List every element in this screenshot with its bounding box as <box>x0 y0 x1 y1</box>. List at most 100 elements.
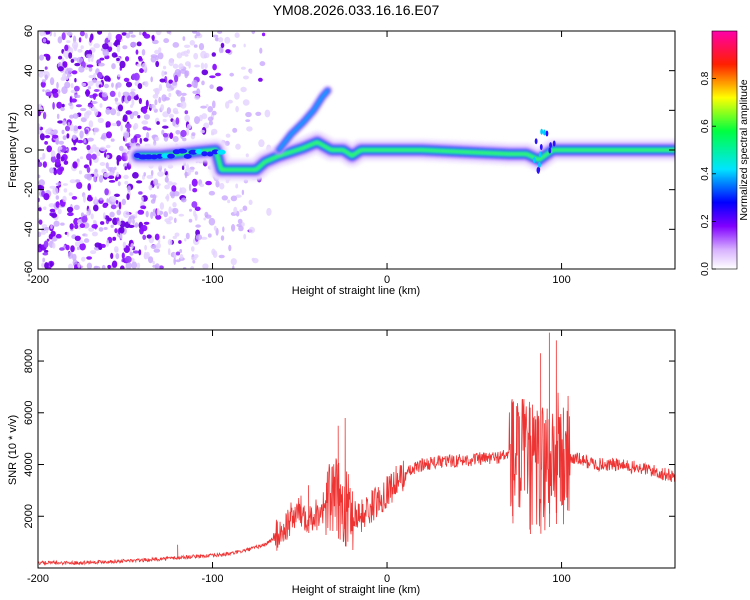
spectrogram-speckle <box>192 90 199 95</box>
spectrogram-speckle <box>140 205 147 209</box>
spectrogram-speckle <box>202 263 209 269</box>
spectrogram-speckle <box>52 187 59 195</box>
spectrogram-speckle <box>71 70 78 75</box>
spectrogram-speckle <box>251 31 256 35</box>
spectrogram-speckle <box>110 108 117 116</box>
spectrogram-speckle <box>242 205 248 212</box>
spectrogram-speckle <box>204 52 210 59</box>
spectrogram-speckle <box>89 36 92 43</box>
spectrogram-speckle <box>186 123 192 129</box>
spectrogram-speckle <box>259 47 263 54</box>
spectrogram-speckle <box>145 210 149 218</box>
spectrogram-speckle <box>91 224 98 229</box>
spectrogram-speckle <box>191 246 195 252</box>
spectrogram-speckle <box>49 77 55 86</box>
spectrogram-speckle <box>200 62 205 70</box>
spectrogram-speckle <box>162 132 169 138</box>
spectrogram-speckle <box>136 63 141 67</box>
spectrogram-speckle <box>78 37 82 43</box>
spectrogram-speckle <box>232 44 237 48</box>
spectrogram-speckle <box>84 129 89 135</box>
spectrogram-speckle <box>208 217 216 226</box>
spectrogram-speckle <box>179 187 187 194</box>
spectrogram-speckle <box>62 195 67 203</box>
spectrogram-speckle <box>61 103 65 108</box>
spectrogram-speckle <box>80 117 87 123</box>
spectrogram-speckle <box>130 243 134 250</box>
spectrogram-speckle <box>71 147 74 151</box>
spectrogram-speckle <box>139 68 144 74</box>
spectrogram-speckle <box>79 31 85 37</box>
spectrogram-speckle <box>162 118 167 123</box>
spectrogram-speckle <box>91 53 95 59</box>
spectrogram-speckle <box>55 182 62 186</box>
spectrogram-speckle <box>56 153 61 160</box>
spectrogram-speckle <box>117 74 121 77</box>
spectrogram-speckle <box>68 102 73 107</box>
spectrogram-blob <box>195 149 203 155</box>
spectrogram-speckle <box>201 80 205 86</box>
spectrogram-speckle <box>86 173 93 181</box>
spectrogram-speckle <box>64 81 71 89</box>
spectrogram-blob <box>538 151 542 158</box>
spectrogram-speckle <box>186 163 189 171</box>
spectrogram-speckle <box>48 203 55 208</box>
spectrogram-speckle <box>94 108 99 117</box>
spectrogram-speckle <box>74 179 81 183</box>
spectrogram-speckle <box>133 122 139 130</box>
spectrogram-speckle <box>201 113 208 120</box>
spectrogram-speckle <box>78 170 83 175</box>
spectrogram-speckle <box>80 45 84 50</box>
spectrogram-speckle <box>188 218 193 223</box>
spectrogram-speckle <box>115 33 123 41</box>
spectrogram-speckle <box>173 252 177 258</box>
spectrogram-speckle <box>137 115 141 119</box>
spectrogram-speckle <box>86 64 94 68</box>
spectrogram-speckle <box>88 66 93 72</box>
spectrogram-speckle <box>146 234 152 239</box>
spectrogram-speckle <box>63 50 70 58</box>
spectrogram-speckle <box>86 256 92 260</box>
spectrogram-speckle <box>70 82 74 89</box>
spectrogram-speckle <box>145 251 150 259</box>
spectrogram-speckle <box>92 144 97 150</box>
spectrogram-speckle <box>130 138 136 144</box>
spectrogram-speckle <box>145 99 149 108</box>
colorbar-ticks: 0.0 0.2 0.4 0.6 0.8 <box>700 71 716 276</box>
spectrogram-speckle <box>199 183 205 188</box>
spectrogram-speckle <box>172 42 180 48</box>
spectrogram-speckle <box>224 140 230 146</box>
colorbar-tick-label: 0.0 <box>700 262 711 276</box>
spectrogram-speckle <box>72 113 79 119</box>
spectrogram-speckle <box>80 212 85 217</box>
spectrogram-speckle <box>168 113 174 119</box>
spectrogram-speckle <box>227 199 231 204</box>
spectrogram-speckle <box>235 143 241 150</box>
spectrogram-speckle <box>218 37 224 43</box>
spectrogram-speckle <box>105 239 110 247</box>
spectrogram-speckle <box>130 34 136 38</box>
spectrogram-speckle <box>73 139 76 146</box>
spectrogram-speckle <box>118 91 121 98</box>
spectrogram-speckle <box>110 224 114 228</box>
spectrogram-speckle <box>172 182 177 186</box>
spectrogram-speckle <box>43 53 50 57</box>
spectrogram-speckle <box>79 223 86 228</box>
spectrogram-speckle <box>48 130 54 135</box>
spectrogram-speckle <box>66 133 70 139</box>
spectrogram-speckle <box>194 95 201 100</box>
spectrogram-speckle <box>72 161 78 169</box>
spectrogram-speckle <box>61 32 66 41</box>
spectrogram-speckle <box>216 86 223 92</box>
spectrogram-speckle <box>81 82 87 87</box>
spectrogram-speckle <box>56 167 63 175</box>
spectrogram-speckle <box>86 144 91 151</box>
spectrogram-speckle <box>62 61 68 68</box>
spectrogram-speckle <box>225 49 231 54</box>
spectrogram-speckle <box>225 133 231 138</box>
spectrogram-speckle <box>178 213 185 217</box>
spectrogram-speckle <box>83 194 86 203</box>
spectrogram-speckle <box>141 62 147 70</box>
spectrogram-speckle <box>192 31 197 34</box>
spectrogram-speckle <box>245 119 251 122</box>
